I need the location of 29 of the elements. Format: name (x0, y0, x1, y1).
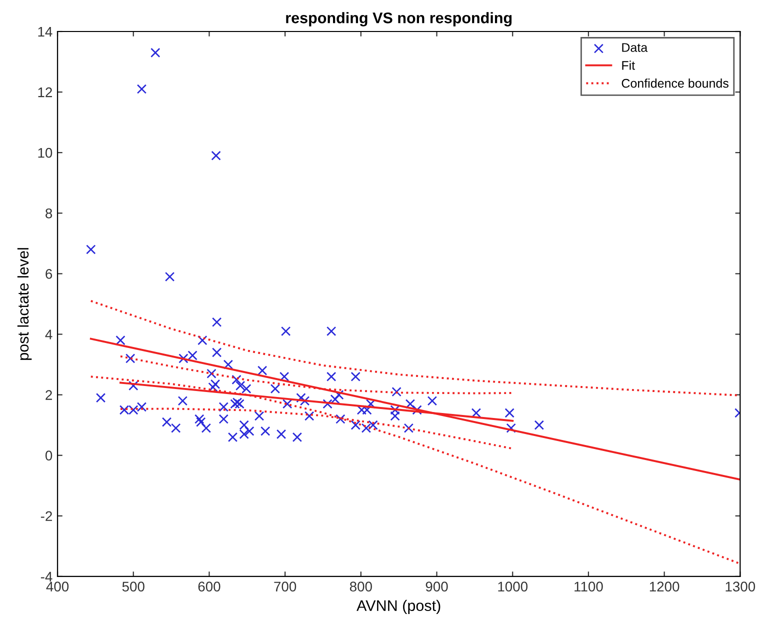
legend-label: Confidence bounds (622, 78, 728, 88)
x-tick-label: 700 (274, 582, 296, 592)
y-tick-label: 12 (38, 87, 52, 98)
chart-title: responding VS non responding (286, 12, 512, 26)
x-axis-title: AVNN (post) (356, 600, 440, 614)
x-tick-label: 600 (198, 582, 220, 592)
x-tick-label: 800 (350, 582, 372, 592)
y-tick-label: 6 (46, 269, 52, 279)
x-tick-label: 500 (122, 582, 144, 592)
y-axis-title: post lactate level (17, 248, 32, 360)
y-tick-label: 14 (38, 26, 52, 37)
y-tick-label: 2 (46, 390, 52, 400)
x-tick-label: 1200 (650, 582, 680, 592)
legend-label: Fit (622, 60, 635, 70)
x-tick-label: 1000 (498, 582, 528, 592)
y-tick-label: 0 (45, 450, 52, 461)
y-tick-label: 8 (46, 208, 52, 218)
line-series (120, 355, 514, 394)
x-tick-label: 400 (46, 582, 69, 592)
x-tick-label: 1100 (574, 582, 603, 592)
y-tick-label: 4 (45, 330, 52, 340)
x-tick-label: 900 (426, 582, 448, 592)
y-tick-label: -4 (40, 572, 52, 582)
y-tick-label: -2 (40, 511, 52, 521)
line-series (120, 408, 514, 450)
line-series (90, 376, 740, 565)
legend-label: Data (622, 43, 648, 52)
y-tick-label: 10 (38, 148, 52, 158)
x-tick-label: 1300 (726, 582, 756, 592)
